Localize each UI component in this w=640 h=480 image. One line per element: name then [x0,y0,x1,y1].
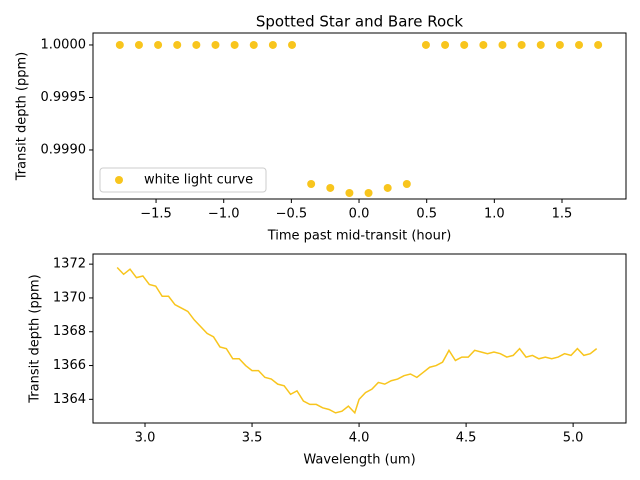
y-axis-label: Transit depth (ppm) [15,52,30,181]
data-point [192,40,201,49]
data-point [230,40,239,49]
y-tick-label: 0.9995 [41,90,87,105]
data-point [268,40,277,49]
data-point [115,40,124,49]
y-tick-label: 1366 [53,358,86,373]
data-point [326,183,335,192]
data-point [383,183,392,192]
x-axis-label: Wavelength (um) [303,453,415,468]
y-tick-label: 1.0000 [41,37,87,52]
data-point [517,40,526,49]
data-point [594,40,603,49]
x-tick-label: 1.0 [484,207,505,222]
legend-label: white light curve [144,173,253,188]
y-tick-label: 0.9990 [41,142,87,157]
data-point [555,40,564,49]
data-point [345,189,354,198]
data-point [364,189,373,198]
x-tick-label: −0.5 [276,207,308,222]
y-tick-label: 1364 [53,392,86,407]
data-point [173,40,182,49]
data-line [116,267,598,415]
data-point [575,40,584,49]
x-tick-label: −1.5 [140,207,172,222]
data-point [498,40,507,49]
y-tick-label: 1372 [53,257,86,272]
chart-title: Spotted Star and Bare Rock [256,13,464,31]
data-point [460,40,469,49]
x-tick-label: 3.0 [135,431,156,446]
data-point [211,40,220,49]
x-tick-label: 4.5 [456,431,477,446]
legend-box [99,167,267,193]
data-point [307,179,316,188]
axes-frame [92,253,627,424]
x-tick-label: 0.0 [349,207,370,222]
y-tick-label: 1370 [53,290,86,305]
axes-frame [92,32,627,200]
x-tick-label: 0.5 [416,207,437,222]
data-point [288,40,297,49]
x-tick-label: 5.0 [563,431,584,446]
data-point [154,40,163,49]
x-tick-label: 3.5 [242,431,263,446]
data-point [479,40,488,49]
x-axis-label: Time past mid-transit (hour) [267,229,452,244]
legend-marker [115,176,123,184]
data-point [421,40,430,49]
data-point [536,40,545,49]
data-point [249,40,258,49]
x-tick-label: 1.5 [552,207,573,222]
data-point [402,179,411,188]
data-point [441,40,450,49]
y-tick-label: 1368 [53,324,86,339]
x-tick-label: 4.0 [349,431,370,446]
data-point [134,40,143,49]
y-axis-label: Transit depth (ppm) [28,274,43,403]
x-tick-label: −1.0 [208,207,240,222]
